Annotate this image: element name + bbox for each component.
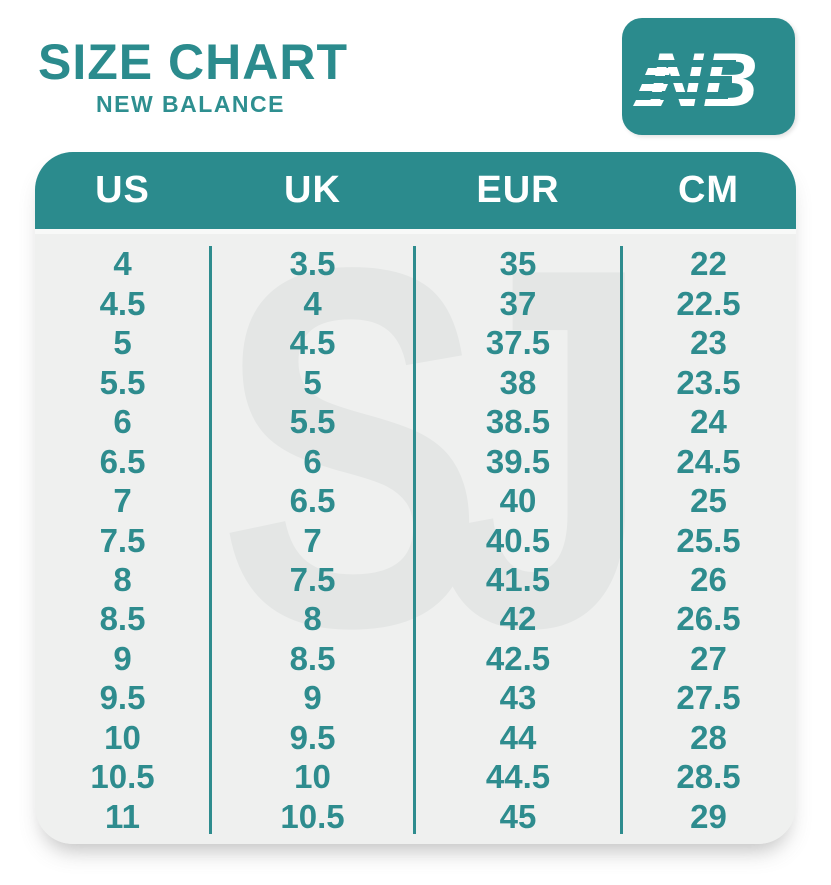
size-cell: 25.5 <box>676 521 741 559</box>
size-cell: 9.5 <box>99 679 146 717</box>
size-cell: 6 <box>303 442 322 480</box>
page-subtitle: NEW BALANCE <box>96 90 285 117</box>
size-cell: 4.5 <box>99 284 146 322</box>
size-cell: 10.5 <box>90 758 155 796</box>
size-cell: 10 <box>104 718 141 756</box>
size-cell: 37 <box>499 284 537 322</box>
column-eur: 35 37 37.5 38 38.5 39.5 40 40.5 41.5 42 42.5 43 44 44… <box>415 244 621 836</box>
size-cell: 26.5 <box>676 600 741 638</box>
column-header-us: US <box>95 169 150 211</box>
size-cell: 5 <box>113 324 132 362</box>
size-table-header-row: US UK EUR CM <box>35 152 796 229</box>
size-cell: 4.5 <box>289 324 336 362</box>
size-cell: 6.5 <box>289 482 336 520</box>
size-cell: 37.5 <box>485 324 551 362</box>
new-balance-logo: NB <box>622 18 795 135</box>
size-cell: 42 <box>499 600 537 638</box>
size-cell: 9 <box>303 679 322 717</box>
size-cell: 5.5 <box>99 363 146 401</box>
nb-monogram-icon: NB <box>632 38 758 123</box>
size-cell: 10 <box>294 758 331 796</box>
size-cell: 24.5 <box>676 442 741 480</box>
size-cell: 4 <box>303 284 322 322</box>
size-cell: 35 <box>499 245 537 283</box>
size-cell: 7.5 <box>289 560 336 598</box>
size-cell: 45 <box>499 797 537 835</box>
size-cell: 42.5 <box>485 639 551 677</box>
size-cell: 28.5 <box>676 758 741 796</box>
size-cell: 38.5 <box>485 403 551 441</box>
size-table-body: SJ 4 4.5 5 5.5 6 6.5 7 7.5 8 8.5 9 9.5 10 10.5 11 3.5 4… <box>35 229 796 844</box>
size-cell: 22 <box>690 245 727 283</box>
column-divider <box>209 246 213 834</box>
page-title: SIZE CHART <box>38 34 348 90</box>
size-cell: 25 <box>690 482 727 520</box>
size-cell: 8.5 <box>99 600 146 638</box>
size-cell: 9.5 <box>289 718 336 756</box>
size-cell: 8.5 <box>289 639 336 677</box>
size-cell: 5 <box>303 363 322 401</box>
column-header-eur: EUR <box>476 169 560 211</box>
column-cm: 22 22.5 23 23.5 24 24.5 25 25.5 26 26.5 27 27.5 28 28… <box>621 244 796 836</box>
column-uk: 3.5 4 4.5 5 5.5 6 6.5 7 7.5 8 8.5 9 9.5 10 10.5 <box>210 244 415 836</box>
size-cell: 6 <box>113 403 132 441</box>
size-cell: 10.5 <box>280 797 345 835</box>
size-cell: 8 <box>303 600 322 638</box>
size-cell: 6.5 <box>99 442 146 480</box>
column-divider <box>412 246 416 834</box>
column-divider <box>619 246 623 834</box>
column-header-cm: CM <box>677 169 740 211</box>
size-cell: 27 <box>690 639 727 677</box>
size-cell: 24 <box>690 403 727 441</box>
size-cell: 7.5 <box>99 521 146 559</box>
size-cell: 3.5 <box>289 245 336 283</box>
size-cell: 38 <box>499 363 537 401</box>
size-cell: 8 <box>113 560 132 598</box>
title-block: SIZE CHART NEW BALANCE <box>38 36 348 118</box>
size-cell: 23.5 <box>676 363 741 401</box>
size-cell: 44 <box>499 718 537 756</box>
size-cell: 7 <box>303 521 322 559</box>
size-cell: 11 <box>105 797 140 835</box>
size-cell: 40 <box>499 482 537 520</box>
size-cell: 23 <box>690 324 727 362</box>
column-header-uk: UK <box>284 169 341 211</box>
size-cell: 40.5 <box>485 521 551 559</box>
size-cell: 39.5 <box>485 442 551 480</box>
size-cell: 44.5 <box>485 758 551 796</box>
size-cell: 29 <box>690 797 727 835</box>
size-cell: 9 <box>113 639 132 677</box>
size-cell: 5.5 <box>289 403 336 441</box>
size-cell: 4 <box>113 245 132 283</box>
size-cell: 27.5 <box>676 679 741 717</box>
size-cell: 28 <box>690 718 727 756</box>
size-cell: 7 <box>113 482 132 520</box>
size-cell: 26 <box>690 560 727 598</box>
size-cell: 43 <box>499 679 537 717</box>
column-us: 4 4.5 5 5.5 6 6.5 7 7.5 8 8.5 9 9.5 10 10.5 11 <box>35 244 210 836</box>
size-cell: 41.5 <box>485 560 551 598</box>
size-table: US UK EUR CM SJ 4 4.5 5 5.5 6 6.5 7 7.5 8 8.5 9 9.5… <box>35 152 796 844</box>
size-cell: 22.5 <box>676 284 741 322</box>
watermark-letters: SJ <box>218 229 652 734</box>
